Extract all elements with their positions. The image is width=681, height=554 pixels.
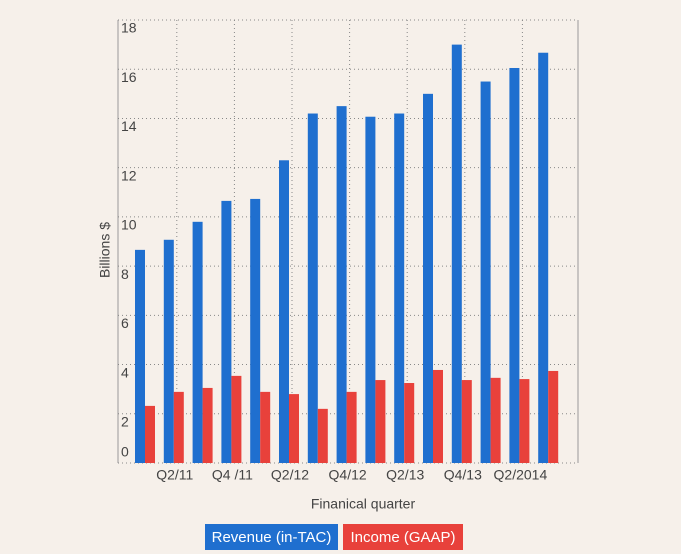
bar xyxy=(336,106,347,463)
y-tick-label: 12 xyxy=(121,167,137,183)
bar xyxy=(394,113,405,464)
bar xyxy=(461,380,472,463)
x-tick-label: Q4/12 xyxy=(329,467,367,483)
bar xyxy=(451,44,462,463)
bar xyxy=(135,249,145,463)
legend-label: Income (GAAP) xyxy=(350,529,455,546)
bar xyxy=(173,391,184,463)
bar xyxy=(250,198,261,463)
bar xyxy=(375,380,386,463)
y-tick-label: 16 xyxy=(121,69,137,85)
y-tick-label: 14 xyxy=(121,118,137,134)
bar xyxy=(221,200,232,463)
y-tick-label: 4 xyxy=(121,364,129,380)
bar xyxy=(192,221,203,463)
bar xyxy=(289,394,299,463)
y-tick-label: 2 xyxy=(121,413,129,429)
bar xyxy=(509,67,520,463)
bar xyxy=(145,405,155,463)
bar xyxy=(279,160,289,464)
x-tick-label: Q2/13 xyxy=(386,467,424,483)
bar xyxy=(433,369,443,463)
bar xyxy=(231,375,242,463)
y-tick-label: 18 xyxy=(121,20,137,36)
bar xyxy=(346,391,357,463)
bar xyxy=(365,116,376,463)
y-tick-label: 0 xyxy=(121,444,129,460)
bar xyxy=(538,52,549,463)
bar xyxy=(423,93,433,463)
bar xyxy=(317,408,328,463)
x-tick-label: Q4 /11 xyxy=(212,467,253,483)
x-tick-label: Q4/13 xyxy=(444,467,482,483)
x-tick-label: Q2/12 xyxy=(271,467,309,483)
x-tick-label: Q2/11 xyxy=(156,467,193,483)
x-axis-label: Finanical quarter xyxy=(311,496,416,512)
legend-swatch xyxy=(343,524,463,550)
bar xyxy=(404,383,415,463)
legend-label: Revenue (in-TAC) xyxy=(212,529,332,546)
y-tick-label: 10 xyxy=(121,217,137,233)
bar xyxy=(548,370,559,463)
bar xyxy=(490,377,501,463)
bar xyxy=(480,81,491,464)
bar xyxy=(519,379,530,463)
legend-swatch xyxy=(205,524,338,550)
bar xyxy=(202,387,213,463)
y-tick-label: 8 xyxy=(121,266,129,282)
y-tick-label: 6 xyxy=(121,315,129,331)
bar xyxy=(307,113,318,464)
x-tick-label: Q2/2014 xyxy=(494,467,548,483)
bar xyxy=(260,391,271,463)
y-axis-label: Billions $ xyxy=(97,222,113,278)
bar xyxy=(163,239,174,463)
